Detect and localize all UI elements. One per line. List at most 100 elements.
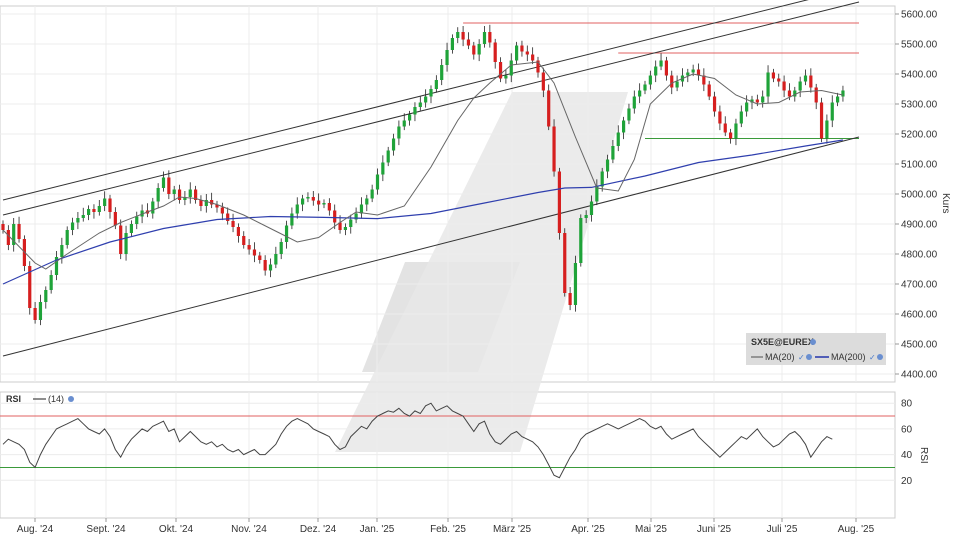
candle bbox=[515, 41, 519, 65]
candle bbox=[488, 24, 492, 48]
candle-body bbox=[327, 203, 331, 211]
candle-body bbox=[482, 32, 487, 44]
candle bbox=[766, 65, 770, 104]
candle bbox=[199, 195, 203, 212]
candle bbox=[723, 116, 727, 137]
candle bbox=[215, 200, 219, 213]
candle-body bbox=[841, 90, 845, 97]
candle bbox=[605, 154, 610, 179]
candle bbox=[466, 32, 471, 50]
rsi-legend-label: (14) bbox=[48, 394, 64, 404]
candle bbox=[322, 199, 326, 209]
candle bbox=[274, 246, 278, 269]
candle bbox=[295, 197, 299, 219]
candle-body bbox=[226, 213, 230, 221]
candle bbox=[311, 191, 315, 206]
rsi-y-tick-label: 40 bbox=[901, 450, 913, 461]
candle-body bbox=[825, 120, 829, 139]
candle-body bbox=[664, 60, 668, 76]
candle bbox=[440, 59, 444, 86]
candle-body bbox=[343, 227, 347, 230]
candle-body bbox=[595, 186, 599, 202]
candle-body bbox=[675, 81, 679, 88]
candle-body bbox=[782, 81, 786, 91]
candle-body bbox=[702, 75, 706, 85]
candle-body bbox=[97, 206, 101, 212]
candle bbox=[579, 214, 583, 267]
candle-body bbox=[1, 224, 5, 230]
candle bbox=[482, 26, 487, 48]
legend-settings-icon bbox=[877, 354, 883, 360]
candle-body bbox=[194, 189, 198, 200]
candle bbox=[135, 211, 139, 230]
legend-symbol: SX5E@EUREX bbox=[751, 337, 814, 347]
candle bbox=[54, 251, 59, 281]
candle bbox=[825, 114, 829, 144]
candle-body bbox=[274, 254, 278, 265]
candle bbox=[429, 85, 433, 104]
candle-body bbox=[488, 32, 492, 43]
candle-body bbox=[493, 42, 497, 62]
candle-body bbox=[600, 171, 604, 187]
candle-body bbox=[408, 114, 412, 121]
candle bbox=[461, 26, 465, 47]
candle bbox=[547, 84, 551, 131]
candle-body bbox=[236, 227, 240, 236]
candle-body bbox=[381, 162, 385, 175]
candle bbox=[504, 69, 508, 84]
candle-body bbox=[461, 32, 465, 40]
candle bbox=[402, 113, 406, 131]
candle bbox=[830, 95, 834, 128]
candle-body bbox=[472, 45, 476, 55]
x-tick-label: Juni '25 bbox=[697, 524, 732, 535]
candle bbox=[156, 183, 160, 209]
candle bbox=[573, 255, 578, 312]
candle bbox=[108, 194, 112, 219]
candle-body bbox=[573, 263, 578, 305]
price-y-tick-label: 4900.00 bbox=[901, 220, 938, 231]
candle-body bbox=[670, 75, 674, 88]
candle bbox=[236, 223, 240, 243]
candle bbox=[664, 56, 668, 81]
candle bbox=[541, 67, 545, 98]
x-tick-label: Mai '25 bbox=[635, 524, 667, 535]
candle-body bbox=[632, 96, 636, 109]
candle bbox=[172, 185, 176, 201]
candle bbox=[183, 191, 187, 206]
candle-body bbox=[113, 212, 117, 226]
candle bbox=[188, 182, 192, 204]
candle bbox=[589, 195, 594, 222]
candle bbox=[167, 170, 171, 200]
rsi-title: RSI bbox=[6, 394, 21, 404]
candle-body bbox=[814, 87, 818, 103]
candle bbox=[17, 216, 21, 243]
price-y-tick-label: 4500.00 bbox=[901, 340, 938, 351]
candle bbox=[782, 75, 786, 98]
ma200-line bbox=[2, 139, 843, 285]
candle-body bbox=[557, 171, 561, 233]
candle-body bbox=[402, 120, 406, 127]
x-tick-label: Aug. '24 bbox=[17, 524, 54, 535]
candle bbox=[268, 258, 273, 278]
candle bbox=[365, 194, 369, 212]
candle bbox=[6, 225, 10, 251]
candle bbox=[445, 42, 449, 72]
candle-body bbox=[204, 200, 208, 206]
candle bbox=[177, 184, 182, 204]
x-tick-label: Okt. '24 bbox=[159, 524, 194, 535]
candle-body bbox=[252, 249, 257, 256]
candle-body bbox=[386, 150, 390, 163]
candle-body bbox=[803, 75, 808, 82]
candle-body bbox=[124, 233, 128, 254]
candle-body bbox=[616, 132, 620, 146]
candle bbox=[92, 204, 96, 219]
candle-body bbox=[654, 66, 658, 76]
price-y-tick-label: 4700.00 bbox=[901, 280, 938, 291]
candle bbox=[247, 239, 251, 255]
candle bbox=[450, 34, 454, 54]
candle-body bbox=[338, 222, 342, 230]
candle-body bbox=[188, 189, 192, 197]
candle-body bbox=[215, 204, 219, 208]
candle-body bbox=[87, 209, 91, 215]
rsi-line bbox=[2, 402, 833, 479]
